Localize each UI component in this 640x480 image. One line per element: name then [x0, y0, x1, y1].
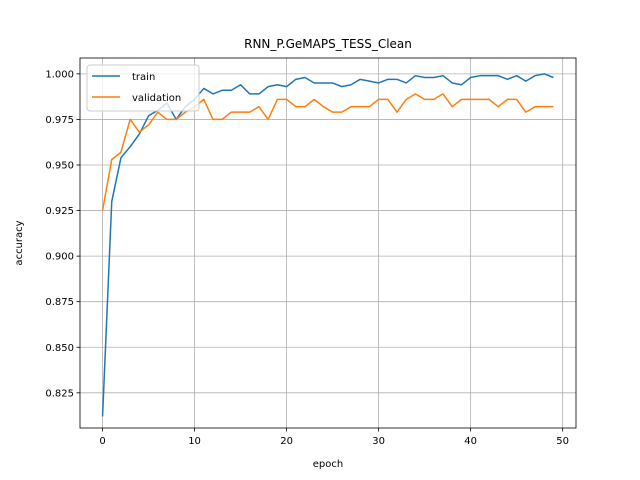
x-axis-label: epoch [313, 459, 343, 470]
x-tick-label: 30 [372, 436, 385, 447]
x-tick-label: 0 [99, 436, 105, 447]
y-tick-label: 0.825 [45, 388, 74, 399]
chart-title: RNN_P.GeMAPS_TESS_Clean [244, 37, 412, 51]
legend-label-train: train [132, 72, 155, 83]
x-tick-label: 10 [188, 436, 201, 447]
x-tick-label: 20 [280, 436, 293, 447]
y-tick-label: 0.925 [45, 206, 74, 217]
x-tick-label: 50 [556, 436, 569, 447]
y-axis-ticks: 0.825 0.850 0.875 0.900 0.925 0.950 0.975 1.000 [45, 69, 80, 399]
y-axis-label: accuracy [14, 220, 25, 265]
legend-label-validation: validation [132, 93, 181, 104]
y-tick-label: 0.950 [45, 160, 74, 171]
grid-lines [80, 58, 576, 428]
plot-frame [79, 57, 577, 429]
y-tick-label: 0.900 [45, 252, 74, 263]
x-axis-ticks: 0 10 20 30 40 50 [99, 428, 569, 447]
x-tick-label: 40 [464, 436, 477, 447]
series-lines [101, 73, 554, 417]
y-tick-label: 0.975 [45, 115, 74, 126]
legend: train validation [86, 64, 200, 112]
y-tick-label: 0.850 [45, 343, 74, 354]
y-tick-label: 1.000 [45, 69, 74, 80]
y-tick-label: 0.875 [45, 297, 74, 308]
series-line-validation [101, 93, 554, 211]
